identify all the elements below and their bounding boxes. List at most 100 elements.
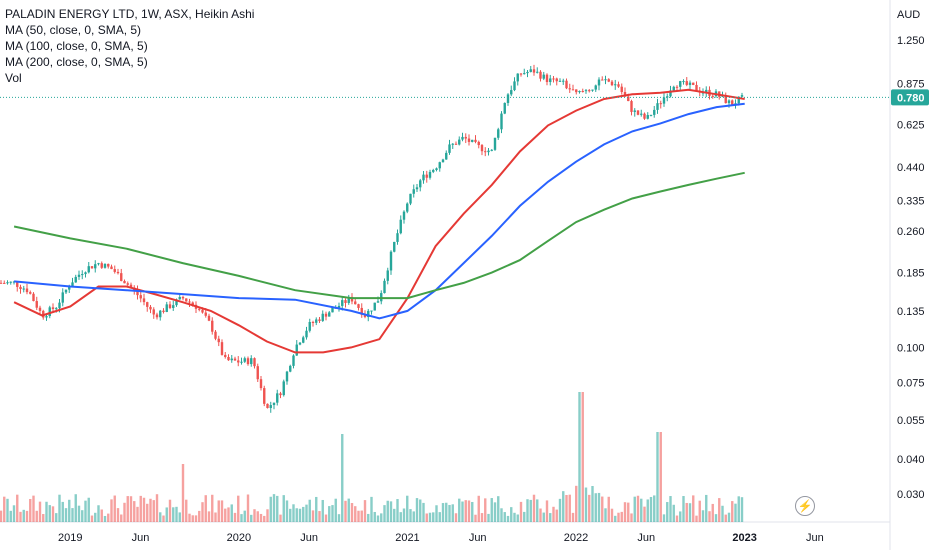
volume-bar bbox=[298, 508, 302, 522]
candle-body bbox=[25, 288, 29, 293]
candle-body bbox=[71, 282, 74, 287]
volume-bar bbox=[581, 392, 584, 522]
y-tick-label: 0.100 bbox=[897, 342, 925, 354]
volume-bar bbox=[178, 512, 181, 522]
candle-body bbox=[110, 266, 113, 270]
candle-body bbox=[630, 101, 633, 112]
volume-bar bbox=[185, 499, 188, 522]
volume-bar bbox=[588, 494, 591, 522]
candle-body bbox=[0, 282, 3, 284]
volume-bar bbox=[714, 514, 718, 522]
y-tick-label: 0.075 bbox=[897, 377, 925, 389]
candle-body bbox=[523, 73, 526, 75]
volume-bar bbox=[451, 504, 454, 522]
candle-body bbox=[636, 110, 640, 115]
legend-ma100: MA (100, close, 0, SMA, 5) bbox=[5, 39, 148, 53]
volume-bar bbox=[201, 502, 204, 522]
candle-body bbox=[539, 71, 542, 79]
volume-bar bbox=[308, 499, 311, 522]
volume-bar bbox=[240, 514, 243, 522]
volume-bar bbox=[253, 509, 256, 522]
lightning-icon[interactable]: ⚡ bbox=[795, 496, 815, 516]
volume-bar bbox=[711, 503, 714, 522]
volume-bar bbox=[29, 498, 32, 522]
volume-bar bbox=[497, 496, 500, 522]
volume-bar bbox=[389, 501, 393, 522]
volume-bar bbox=[354, 506, 357, 522]
candle-body bbox=[107, 263, 110, 267]
y-tick-label: 0.625 bbox=[897, 119, 925, 131]
volume-bar bbox=[409, 509, 412, 522]
volume-bar bbox=[133, 501, 136, 522]
candle-body bbox=[454, 143, 458, 145]
volume-bar bbox=[22, 509, 25, 522]
candle-body bbox=[740, 95, 744, 97]
volume-bar bbox=[627, 502, 630, 522]
volume-bar bbox=[237, 495, 240, 522]
candle-body bbox=[201, 309, 204, 313]
y-tick-label: 0.875 bbox=[897, 78, 925, 90]
volume-bar bbox=[643, 506, 646, 522]
candle-body bbox=[285, 371, 289, 382]
volume-bar bbox=[363, 500, 367, 522]
volume-bar bbox=[100, 509, 103, 522]
candle-body bbox=[692, 82, 695, 85]
candle-body bbox=[341, 300, 344, 306]
candle-body bbox=[386, 270, 389, 281]
volume-bar bbox=[536, 499, 539, 522]
volume-bar bbox=[90, 515, 94, 522]
candle-body bbox=[597, 79, 601, 86]
candle-body bbox=[233, 358, 237, 361]
volume-bar bbox=[568, 494, 571, 522]
volume-bar bbox=[383, 505, 386, 522]
candle-body bbox=[38, 307, 42, 311]
volume-bar bbox=[373, 511, 376, 522]
volume-bar bbox=[162, 515, 165, 522]
volume-bar bbox=[259, 513, 263, 522]
volume-bar bbox=[172, 507, 175, 522]
candle-body bbox=[451, 143, 454, 145]
volume-bar bbox=[549, 513, 552, 522]
candle-body bbox=[259, 379, 263, 389]
candle-body bbox=[435, 168, 438, 171]
legend-title: PALADIN ENERGY LTD, 1W, ASX, Heikin Ashi bbox=[5, 7, 255, 21]
candle-body bbox=[737, 96, 740, 104]
candle-body bbox=[181, 296, 185, 299]
volume-bar bbox=[367, 513, 370, 522]
volume-bar bbox=[734, 503, 737, 522]
candle-body bbox=[328, 312, 331, 317]
volume-bar bbox=[604, 508, 607, 522]
candle-body bbox=[120, 273, 123, 281]
candle-body bbox=[633, 110, 636, 112]
volume-bar bbox=[640, 498, 643, 522]
volume-bar bbox=[516, 514, 519, 522]
candle-body bbox=[461, 136, 464, 140]
candle-body bbox=[493, 137, 497, 150]
candle-body bbox=[224, 354, 227, 357]
volume-bar bbox=[285, 500, 289, 522]
candle-body bbox=[363, 314, 367, 318]
candle-body bbox=[526, 71, 529, 74]
volume-bar bbox=[688, 503, 692, 522]
candle-body bbox=[477, 141, 480, 146]
candle-body bbox=[474, 139, 477, 142]
volume-bar bbox=[669, 496, 672, 522]
volume-bar bbox=[32, 495, 35, 522]
candle-body bbox=[175, 299, 178, 306]
volume-bar bbox=[441, 503, 445, 522]
candle-body bbox=[246, 358, 250, 365]
candle-body bbox=[292, 355, 295, 366]
candle-body bbox=[360, 307, 363, 315]
volume-bar bbox=[38, 501, 42, 522]
x-tick-label: Jun bbox=[132, 532, 150, 544]
volume-bar bbox=[55, 513, 58, 522]
volume-bar bbox=[110, 499, 113, 522]
candle-body bbox=[471, 139, 474, 142]
candle-body bbox=[396, 233, 399, 242]
candle-body bbox=[545, 74, 549, 83]
volume-bar bbox=[295, 508, 298, 522]
candle-body bbox=[149, 306, 152, 310]
volume-bar bbox=[120, 514, 123, 522]
volume-bar bbox=[659, 432, 662, 522]
